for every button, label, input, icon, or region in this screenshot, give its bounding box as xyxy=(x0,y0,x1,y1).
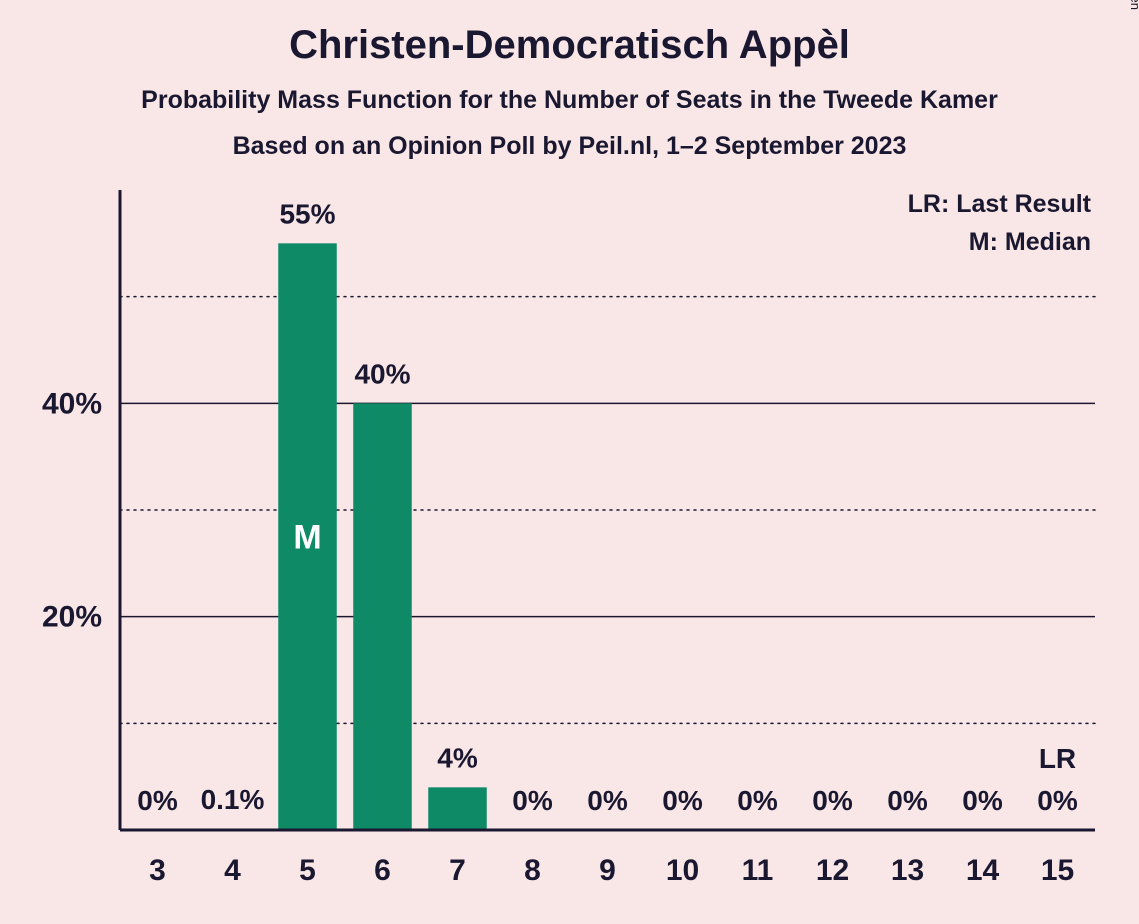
bar-value-label: 0% xyxy=(512,785,553,816)
median-marker: M xyxy=(293,519,321,557)
x-tick-label: 5 xyxy=(299,854,316,887)
bar-value-label: 40% xyxy=(354,358,410,389)
x-tick-label: 10 xyxy=(666,854,699,887)
x-tick-label: 12 xyxy=(816,854,849,887)
chart-title: Christen-Democratisch Appèl xyxy=(289,23,850,67)
bar-value-label: 4% xyxy=(437,742,478,773)
bar-value-label: 55% xyxy=(279,198,335,229)
copyright-label: © 2023 Filip van Laenen xyxy=(1128,0,1139,10)
x-tick-label: 7 xyxy=(449,854,466,887)
x-tick-label: 4 xyxy=(224,854,241,887)
bar-value-label: 0.1% xyxy=(201,784,265,815)
x-tick-label: 14 xyxy=(966,854,1000,887)
bar xyxy=(353,403,412,830)
chart-container: Christen-Democratisch Appèl Probability M… xyxy=(0,0,1139,924)
x-tick-label: 8 xyxy=(524,854,541,887)
bar-value-label: 0% xyxy=(137,785,178,816)
bar xyxy=(428,787,487,830)
x-tick-label: 6 xyxy=(374,854,391,887)
last-result-marker: LR xyxy=(1039,743,1076,774)
legend-m: M: Median xyxy=(969,228,1091,256)
bar-value-label: 0% xyxy=(1037,785,1078,816)
x-tick-label: 11 xyxy=(742,854,774,887)
chart-subtitle-2: Based on an Opinion Poll by Peil.nl, 1–2… xyxy=(233,132,907,160)
y-tick-label: 20% xyxy=(42,601,102,634)
bar-value-label: 0% xyxy=(812,785,853,816)
legend-lr: LR: Last Result xyxy=(908,190,1092,218)
x-tick-label: 3 xyxy=(149,854,166,887)
bar-value-label: 0% xyxy=(962,785,1003,816)
bar-value-label: 0% xyxy=(737,785,778,816)
y-tick-label: 40% xyxy=(42,387,102,420)
bar-value-label: 0% xyxy=(587,785,628,816)
x-tick-label: 9 xyxy=(599,854,616,887)
x-tick-label: 15 xyxy=(1041,854,1074,887)
bar-value-label: 0% xyxy=(662,785,703,816)
x-tick-label: 13 xyxy=(891,854,924,887)
bar-value-label: 0% xyxy=(887,785,928,816)
chart-subtitle-1: Probability Mass Function for the Number… xyxy=(141,86,998,114)
